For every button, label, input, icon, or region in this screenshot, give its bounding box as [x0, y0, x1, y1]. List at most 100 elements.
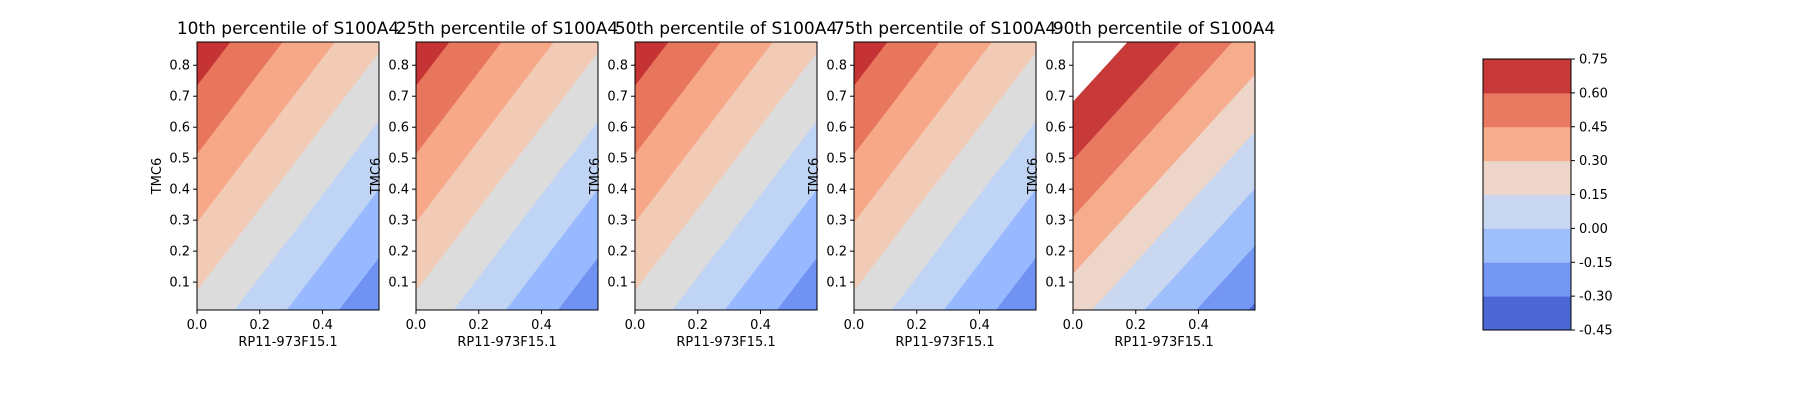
y-axis-label: TMC6: [150, 158, 165, 196]
y-tick-label: 0.8: [607, 59, 628, 74]
x-tick-label: 0.2: [906, 318, 927, 333]
y-tick-label: 0.8: [1045, 59, 1066, 74]
plot-frame: [415, 41, 599, 311]
y-tick-label: 0.6: [826, 121, 847, 136]
y-tick-label: 0.5: [1045, 152, 1066, 167]
y-tick-label: 0.4: [607, 183, 628, 198]
y-tick-label: 0.2: [826, 245, 847, 260]
y-tick-label: 0.8: [826, 59, 847, 74]
y-tick-label: 0.7: [607, 90, 628, 105]
y-tick-label: 0.2: [169, 245, 190, 260]
panel-title: 10th percentile of S100A4: [177, 19, 399, 39]
y-tick-label: 0.2: [388, 245, 409, 260]
panel-title: 25th percentile of S100A4: [396, 19, 618, 39]
y-axis-label: TMC6: [807, 158, 822, 196]
x-tick-label: 0.2: [687, 318, 708, 333]
y-tick-label: 0.7: [826, 90, 847, 105]
plot-frame: [853, 41, 1037, 311]
y-tick-label: 0.5: [607, 152, 628, 167]
colorbar-segment: [1483, 160, 1571, 195]
colorbar-segment: [1483, 296, 1571, 331]
panel-5: 90th percentile of S100A4 0.0 0.2 0.4 0.1 0.2…: [1026, 19, 1275, 350]
colorbar-tick-label: 0.60: [1579, 86, 1608, 101]
plot-frame: [196, 41, 380, 311]
x-tick-label: 0.0: [844, 318, 865, 333]
contour-bands: [1072, 41, 1256, 311]
colorbar-segment: [1483, 194, 1571, 229]
y-tick-label: 0.4: [388, 183, 409, 198]
panel-title: 90th percentile of S100A4: [1053, 19, 1275, 39]
colorbar-tick-label: -0.15: [1579, 256, 1613, 271]
contour-bands: [196, 41, 380, 311]
plot-frame: [1072, 41, 1256, 311]
y-tick-label: 0.6: [607, 121, 628, 136]
y-tick-label: 0.7: [169, 90, 190, 105]
x-axis-label: RP11-973F15.1: [676, 335, 775, 350]
x-axis-label: RP11-973F15.1: [457, 335, 556, 350]
y-tick-label: 0.6: [388, 121, 409, 136]
x-tick-label: 0.4: [531, 318, 552, 333]
colorbar-segment: [1483, 126, 1571, 162]
colorbar-segment: [1483, 59, 1571, 94]
y-tick-label: 0.3: [607, 214, 628, 229]
y-tick-label: 0.3: [826, 214, 847, 229]
y-tick-label: 0.2: [607, 245, 628, 260]
y-tick-label: 0.8: [169, 59, 190, 74]
y-axis-label: TMC6: [369, 158, 384, 196]
x-tick-label: 0.4: [750, 318, 771, 333]
y-tick-label: 0.4: [1045, 183, 1066, 198]
y-tick-label: 0.1: [169, 276, 190, 291]
y-tick-label: 0.5: [388, 152, 409, 167]
contour-bands: [415, 41, 599, 311]
colorbar-tick-label: 0.15: [1579, 188, 1608, 203]
x-tick-label: 0.2: [249, 318, 270, 333]
y-tick-label: 0.1: [388, 276, 409, 291]
plot-frame: [634, 41, 818, 311]
y-tick-label: 0.2: [1045, 245, 1066, 260]
colorbar-tick-label: -0.30: [1579, 290, 1613, 305]
colorbar-segment: [1483, 228, 1571, 263]
x-axis-label: RP11-973F15.1: [1114, 335, 1213, 350]
x-tick-label: 0.4: [1188, 318, 1209, 333]
y-tick-label: 0.1: [826, 276, 847, 291]
colorbar-segment: [1483, 262, 1571, 297]
panel-title: 50th percentile of S100A4: [615, 19, 837, 39]
colorbar-tick-label: 0.45: [1579, 120, 1608, 135]
y-tick-label: 0.6: [1045, 121, 1066, 136]
y-tick-label: 0.5: [826, 152, 847, 167]
y-axis-label: TMC6: [588, 158, 603, 196]
colorbar-tick-label: 0.00: [1579, 222, 1608, 237]
x-tick-label: 0.0: [187, 318, 208, 333]
panel-1: 10th percentile of S100A4 0.0 0.2 0.4 0.1 0.2…: [150, 19, 399, 350]
x-axis-label: RP11-973F15.1: [238, 335, 337, 350]
y-tick-label: 0.1: [607, 276, 628, 291]
x-tick-label: 0.4: [969, 318, 990, 333]
y-tick-label: 0.7: [388, 90, 409, 105]
y-tick-label: 0.3: [1045, 214, 1066, 229]
panel-title: 75th percentile of S100A4: [834, 19, 1056, 39]
colorbar-tick-label: 0.30: [1579, 154, 1608, 169]
panel-3: 50th percentile of S100A4 0.0 0.2 0.4 0.1 0.2…: [588, 19, 837, 350]
y-tick-label: 0.6: [169, 121, 190, 136]
x-tick-label: 0.2: [1125, 318, 1146, 333]
colorbar: -0.45 -0.30 -0.15 0.00 0.15 0.30 0.45 0.60 0.75: [1482, 53, 1613, 339]
x-tick-label: 0.0: [1063, 318, 1084, 333]
panel-2: 25th percentile of S100A4 0.0 0.2 0.4 0.1 0.2…: [369, 19, 618, 350]
panel-4: 75th percentile of S100A4 0.0 0.2 0.4 0.1 0.2…: [807, 19, 1056, 350]
x-axis-label: RP11-973F15.1: [895, 335, 994, 350]
y-tick-label: 0.5: [169, 152, 190, 167]
y-tick-label: 0.1: [1045, 276, 1066, 291]
x-tick-label: 0.0: [406, 318, 427, 333]
y-tick-label: 0.4: [826, 183, 847, 198]
y-tick-label: 0.7: [1045, 90, 1066, 105]
contour-bands: [634, 41, 818, 311]
contour-bands: [853, 41, 1037, 311]
colorbar-segment: [1483, 92, 1571, 128]
x-tick-label: 0.2: [468, 318, 489, 333]
y-tick-label: 0.8: [388, 59, 409, 74]
y-tick-label: 0.3: [388, 214, 409, 229]
colorbar-tick-label: -0.45: [1579, 324, 1613, 339]
y-tick-label: 0.3: [169, 214, 190, 229]
y-tick-label: 0.4: [169, 183, 190, 198]
